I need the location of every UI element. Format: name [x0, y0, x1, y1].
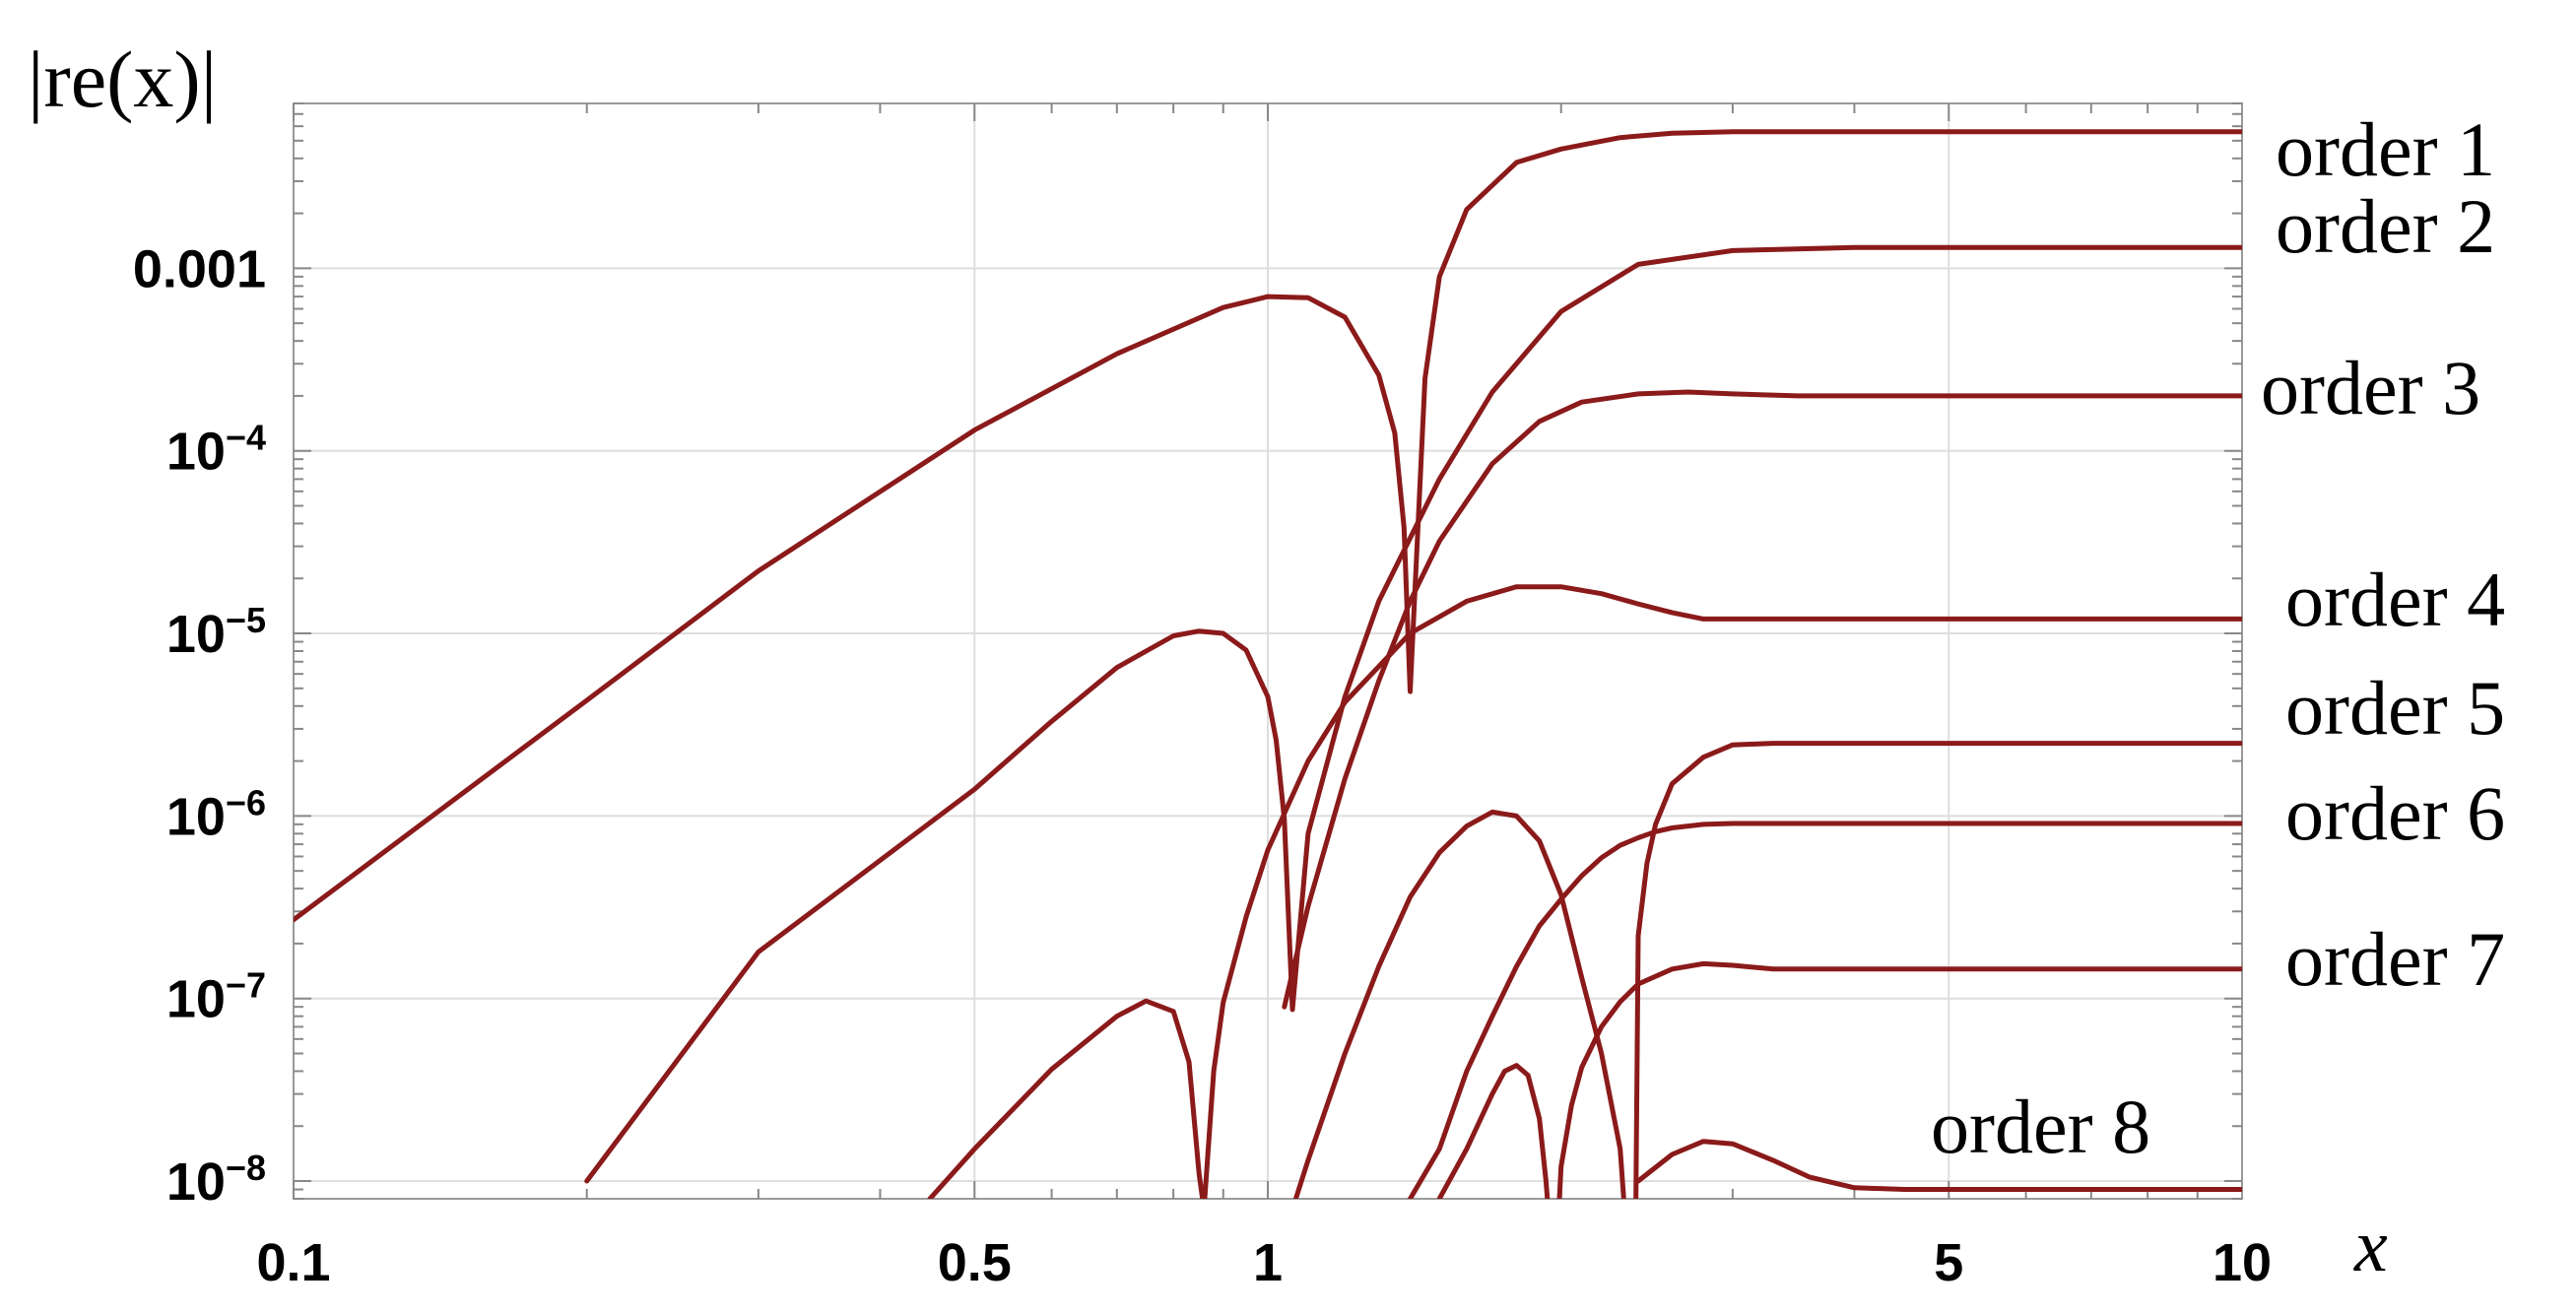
series-line-order-4 [927, 584, 2242, 1199]
series-label-order-2: order 2 [2276, 183, 2495, 269]
series-label-order-1: order 1 [2276, 106, 2495, 192]
series-label-order-6: order 6 [2285, 770, 2505, 856]
y-tick-label: 10−7 [166, 965, 266, 1029]
series-line-order-6 [1408, 821, 2242, 1199]
y-tick-label: 10−5 [166, 600, 266, 664]
x-axis-label: x [2353, 1205, 2388, 1287]
y-tick-label: 10−6 [166, 782, 266, 846]
series-line-order-3 [1282, 389, 2242, 1010]
series-label-order-7: order 7 [2285, 916, 2505, 1002]
series-label-order-3: order 3 [2261, 345, 2480, 430]
grid [293, 103, 2243, 1199]
series-line-order-1 [294, 129, 2242, 923]
y-tick-label: 0.001 [133, 239, 266, 298]
y-tick-label: 10−8 [166, 1148, 266, 1212]
series-line-order-5 [1292, 741, 2242, 1199]
series-label-order-8: order 8 [1931, 1084, 2150, 1169]
series-label-order-4: order 4 [2285, 557, 2505, 642]
series-line-order-2 [584, 244, 2242, 1184]
y-tick-label: 10−4 [166, 418, 266, 482]
series-line-order-8 [1635, 1139, 2242, 1192]
series-label-order-5: order 5 [2285, 665, 2505, 751]
x-tick-label: 1 [1253, 1233, 1283, 1292]
x-tick-label: 0.5 [938, 1233, 1012, 1292]
axis-ticks: 0.1 0.5 1 5 10 0.001 10−4 10−5 10−6 10−7 10−8 [133, 102, 2272, 1292]
x-tick-label: 10 [2213, 1233, 2272, 1292]
series-line-order-7 [1436, 960, 2242, 1199]
x-tick-label: 5 [1934, 1233, 1963, 1292]
y-axis-label: |re(x)| [28, 34, 217, 124]
x-tick-label: 0.1 [256, 1233, 330, 1292]
axis-labels: |re(x)| x [28, 34, 2388, 1287]
series-lines [294, 129, 2242, 1199]
